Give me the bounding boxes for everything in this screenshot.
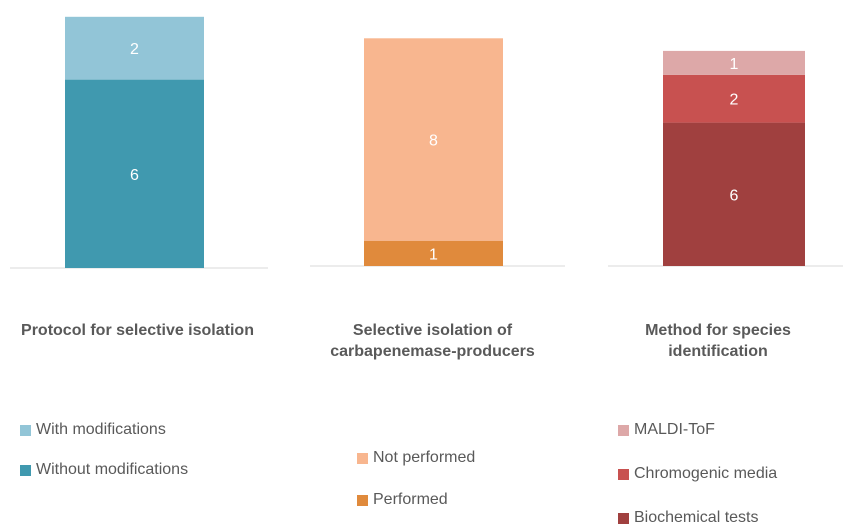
bar-segment-not-performed xyxy=(364,38,503,241)
legend-label: MALDI-ToF xyxy=(634,421,715,438)
legend-swatch xyxy=(357,494,368,506)
legend-label: Performed xyxy=(373,491,448,508)
legend-swatch xyxy=(20,424,31,436)
data-label-chromogenic-media: 2 xyxy=(730,92,739,109)
legend-swatch xyxy=(20,464,31,476)
bar-segment-with-modifications xyxy=(65,16,204,80)
data-label-biochemical-tests: 6 xyxy=(730,187,739,204)
data-label-without-modifications: 6 xyxy=(130,167,139,184)
chart-title-carbapenemase: Selective isolation of carbapenemase-pro… xyxy=(330,322,535,360)
bar-segment-biochemical-tests xyxy=(663,122,805,266)
legend-item-maldi-tof: MALDI-ToF xyxy=(618,420,715,440)
bar-segment-without-modifications xyxy=(65,79,204,268)
data-label-performed: 1 xyxy=(429,246,438,263)
plot-protocol: 62 xyxy=(10,16,268,269)
legend-item-without-modifications: Without modifications xyxy=(20,460,188,480)
legend-item-chromogenic-media: Chromogenic media xyxy=(618,464,777,484)
legend-swatch xyxy=(618,512,629,524)
legend-item-not-performed: Not performed xyxy=(357,448,475,468)
legend-species: MALDI-ToF Chromogenic media Biochemical te… xyxy=(618,420,843,527)
bar-segment-chromogenic-media xyxy=(663,74,805,123)
plot-species: 6 2 1 xyxy=(608,50,843,267)
legend-item-with-modifications: With modifications xyxy=(20,420,166,440)
bar-segment-maldi-tof xyxy=(663,50,805,75)
chart-title-species: Method for species identification xyxy=(645,322,791,360)
legend-label: Without modifications xyxy=(36,461,189,478)
legend-label: Not performed xyxy=(373,449,476,466)
legend-swatch xyxy=(618,468,629,480)
legend-carbapenemase: Not performed Performed xyxy=(357,448,575,523)
plot-carbapenemase: 18 xyxy=(310,38,565,267)
chart-panel-species: 6 2 1 Method for species identification MA… xyxy=(598,0,843,527)
legend-item-biochemical-tests: Biochemical tests xyxy=(618,508,759,528)
chart-title-protocol: Protocol for selective isolation xyxy=(21,322,254,339)
legend-label: Biochemical tests xyxy=(634,509,759,526)
legend-protocol: With modifications Without modifications xyxy=(20,420,280,520)
bar-segment-performed xyxy=(364,240,503,266)
data-label-not-performed: 8 xyxy=(429,133,438,150)
legend-swatch xyxy=(357,452,368,464)
legend-label: Chromogenic media xyxy=(634,465,778,482)
legend-item-performed: Performed xyxy=(357,490,448,510)
legend-swatch xyxy=(618,424,629,436)
data-label-maldi-tof: 1 xyxy=(730,56,739,73)
data-label-with-modifications: 2 xyxy=(130,41,139,58)
legend-label: With modifications xyxy=(36,421,166,438)
